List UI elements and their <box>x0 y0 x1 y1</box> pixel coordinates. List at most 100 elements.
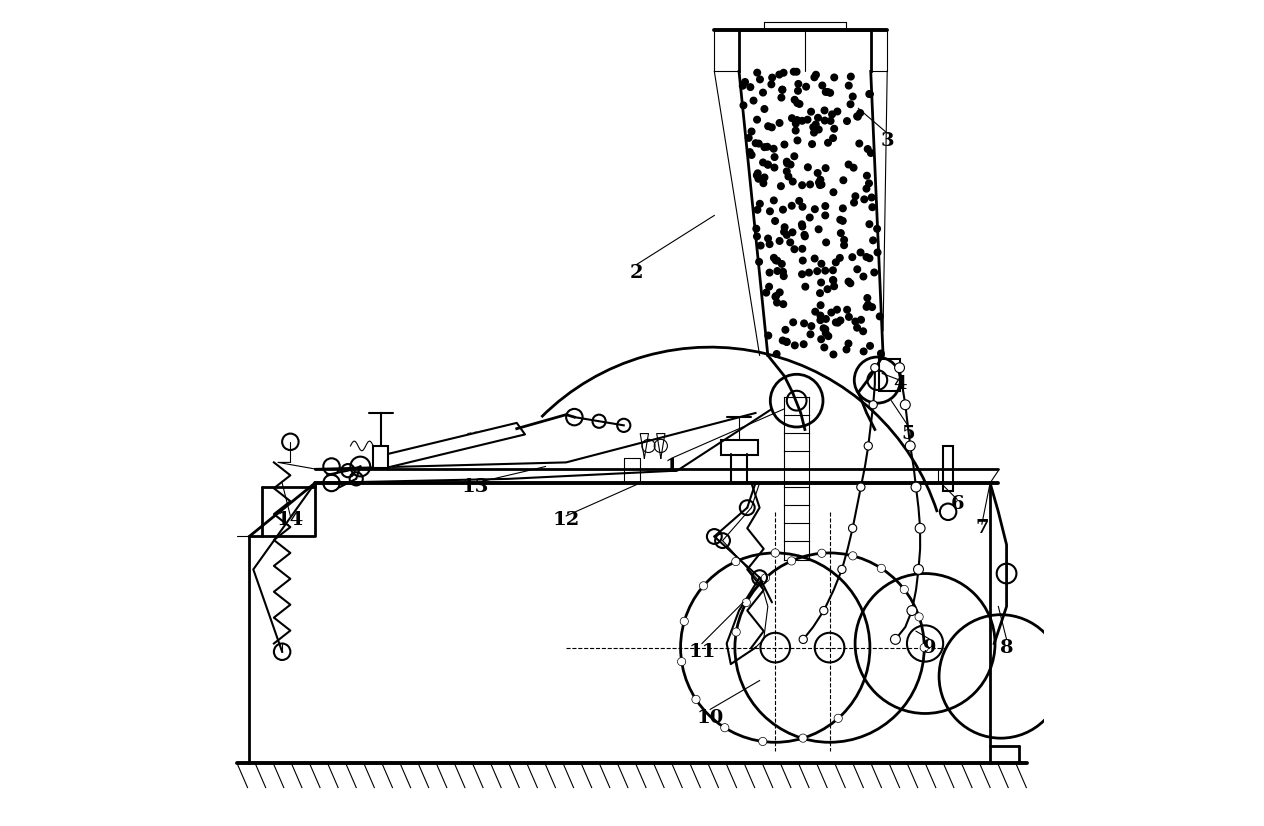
Circle shape <box>678 657 686 666</box>
Circle shape <box>849 254 856 260</box>
Circle shape <box>867 91 873 97</box>
Circle shape <box>757 201 763 207</box>
Circle shape <box>800 341 806 348</box>
Circle shape <box>844 306 851 313</box>
Circle shape <box>760 89 766 96</box>
Circle shape <box>849 93 856 100</box>
Circle shape <box>784 231 790 238</box>
Circle shape <box>769 81 775 88</box>
Circle shape <box>857 483 865 491</box>
Circle shape <box>795 81 801 88</box>
Circle shape <box>780 69 787 76</box>
Circle shape <box>915 613 923 621</box>
Circle shape <box>876 313 884 320</box>
Circle shape <box>838 565 846 573</box>
Circle shape <box>766 269 772 276</box>
Circle shape <box>787 161 794 168</box>
Circle shape <box>815 115 822 121</box>
Circle shape <box>895 363 905 373</box>
Text: 11: 11 <box>688 643 715 661</box>
Circle shape <box>853 113 861 120</box>
Circle shape <box>818 336 824 343</box>
Circle shape <box>911 482 921 492</box>
Circle shape <box>799 245 805 252</box>
Circle shape <box>801 233 808 240</box>
Circle shape <box>785 173 791 180</box>
Circle shape <box>870 237 876 244</box>
Circle shape <box>857 110 863 116</box>
Circle shape <box>843 118 851 125</box>
Circle shape <box>801 320 808 326</box>
Circle shape <box>799 117 805 124</box>
Text: 8: 8 <box>1000 638 1014 657</box>
Polygon shape <box>377 423 525 468</box>
Circle shape <box>830 351 837 358</box>
Circle shape <box>861 196 867 202</box>
Circle shape <box>780 268 786 275</box>
Circle shape <box>866 255 872 262</box>
Circle shape <box>770 145 777 152</box>
Circle shape <box>772 257 779 263</box>
Circle shape <box>765 235 771 242</box>
Circle shape <box>877 350 885 357</box>
Circle shape <box>780 273 787 279</box>
Circle shape <box>815 179 823 186</box>
Circle shape <box>782 339 790 345</box>
Circle shape <box>819 82 825 88</box>
Circle shape <box>756 259 762 265</box>
Circle shape <box>753 233 760 240</box>
Circle shape <box>860 273 867 280</box>
Circle shape <box>753 172 760 178</box>
Circle shape <box>914 564 924 574</box>
Circle shape <box>774 351 780 358</box>
Circle shape <box>774 299 780 306</box>
Circle shape <box>794 137 801 144</box>
Circle shape <box>868 304 876 311</box>
Circle shape <box>865 295 871 301</box>
Circle shape <box>765 161 771 168</box>
Circle shape <box>799 203 806 210</box>
Circle shape <box>848 74 854 80</box>
Circle shape <box>780 301 786 307</box>
Circle shape <box>877 564 886 572</box>
Circle shape <box>774 268 781 274</box>
Circle shape <box>823 165 829 172</box>
Circle shape <box>777 183 784 189</box>
Circle shape <box>900 400 910 410</box>
Circle shape <box>763 144 771 150</box>
Circle shape <box>857 249 863 256</box>
Circle shape <box>761 174 767 181</box>
Circle shape <box>905 441 915 451</box>
Circle shape <box>772 293 779 300</box>
Circle shape <box>780 337 786 344</box>
Circle shape <box>751 97 757 104</box>
Circle shape <box>891 634 900 644</box>
Circle shape <box>863 254 870 260</box>
Circle shape <box>837 317 843 324</box>
Circle shape <box>757 76 763 83</box>
Circle shape <box>822 344 828 351</box>
Circle shape <box>771 197 777 204</box>
Circle shape <box>790 178 796 185</box>
Circle shape <box>765 332 771 339</box>
Circle shape <box>808 323 815 330</box>
Circle shape <box>782 326 789 333</box>
Circle shape <box>772 218 779 225</box>
Circle shape <box>766 283 772 290</box>
Circle shape <box>765 123 771 130</box>
Circle shape <box>739 83 746 89</box>
Circle shape <box>779 86 786 93</box>
Circle shape <box>732 628 741 636</box>
Circle shape <box>756 140 762 147</box>
Circle shape <box>818 181 825 188</box>
Circle shape <box>794 100 800 107</box>
Text: 3: 3 <box>881 132 894 150</box>
Circle shape <box>830 189 837 196</box>
Circle shape <box>784 168 790 174</box>
Circle shape <box>810 124 817 131</box>
Circle shape <box>809 140 815 147</box>
Circle shape <box>801 231 808 238</box>
Bar <box>720 440 758 455</box>
Circle shape <box>873 225 881 232</box>
Circle shape <box>822 117 828 124</box>
